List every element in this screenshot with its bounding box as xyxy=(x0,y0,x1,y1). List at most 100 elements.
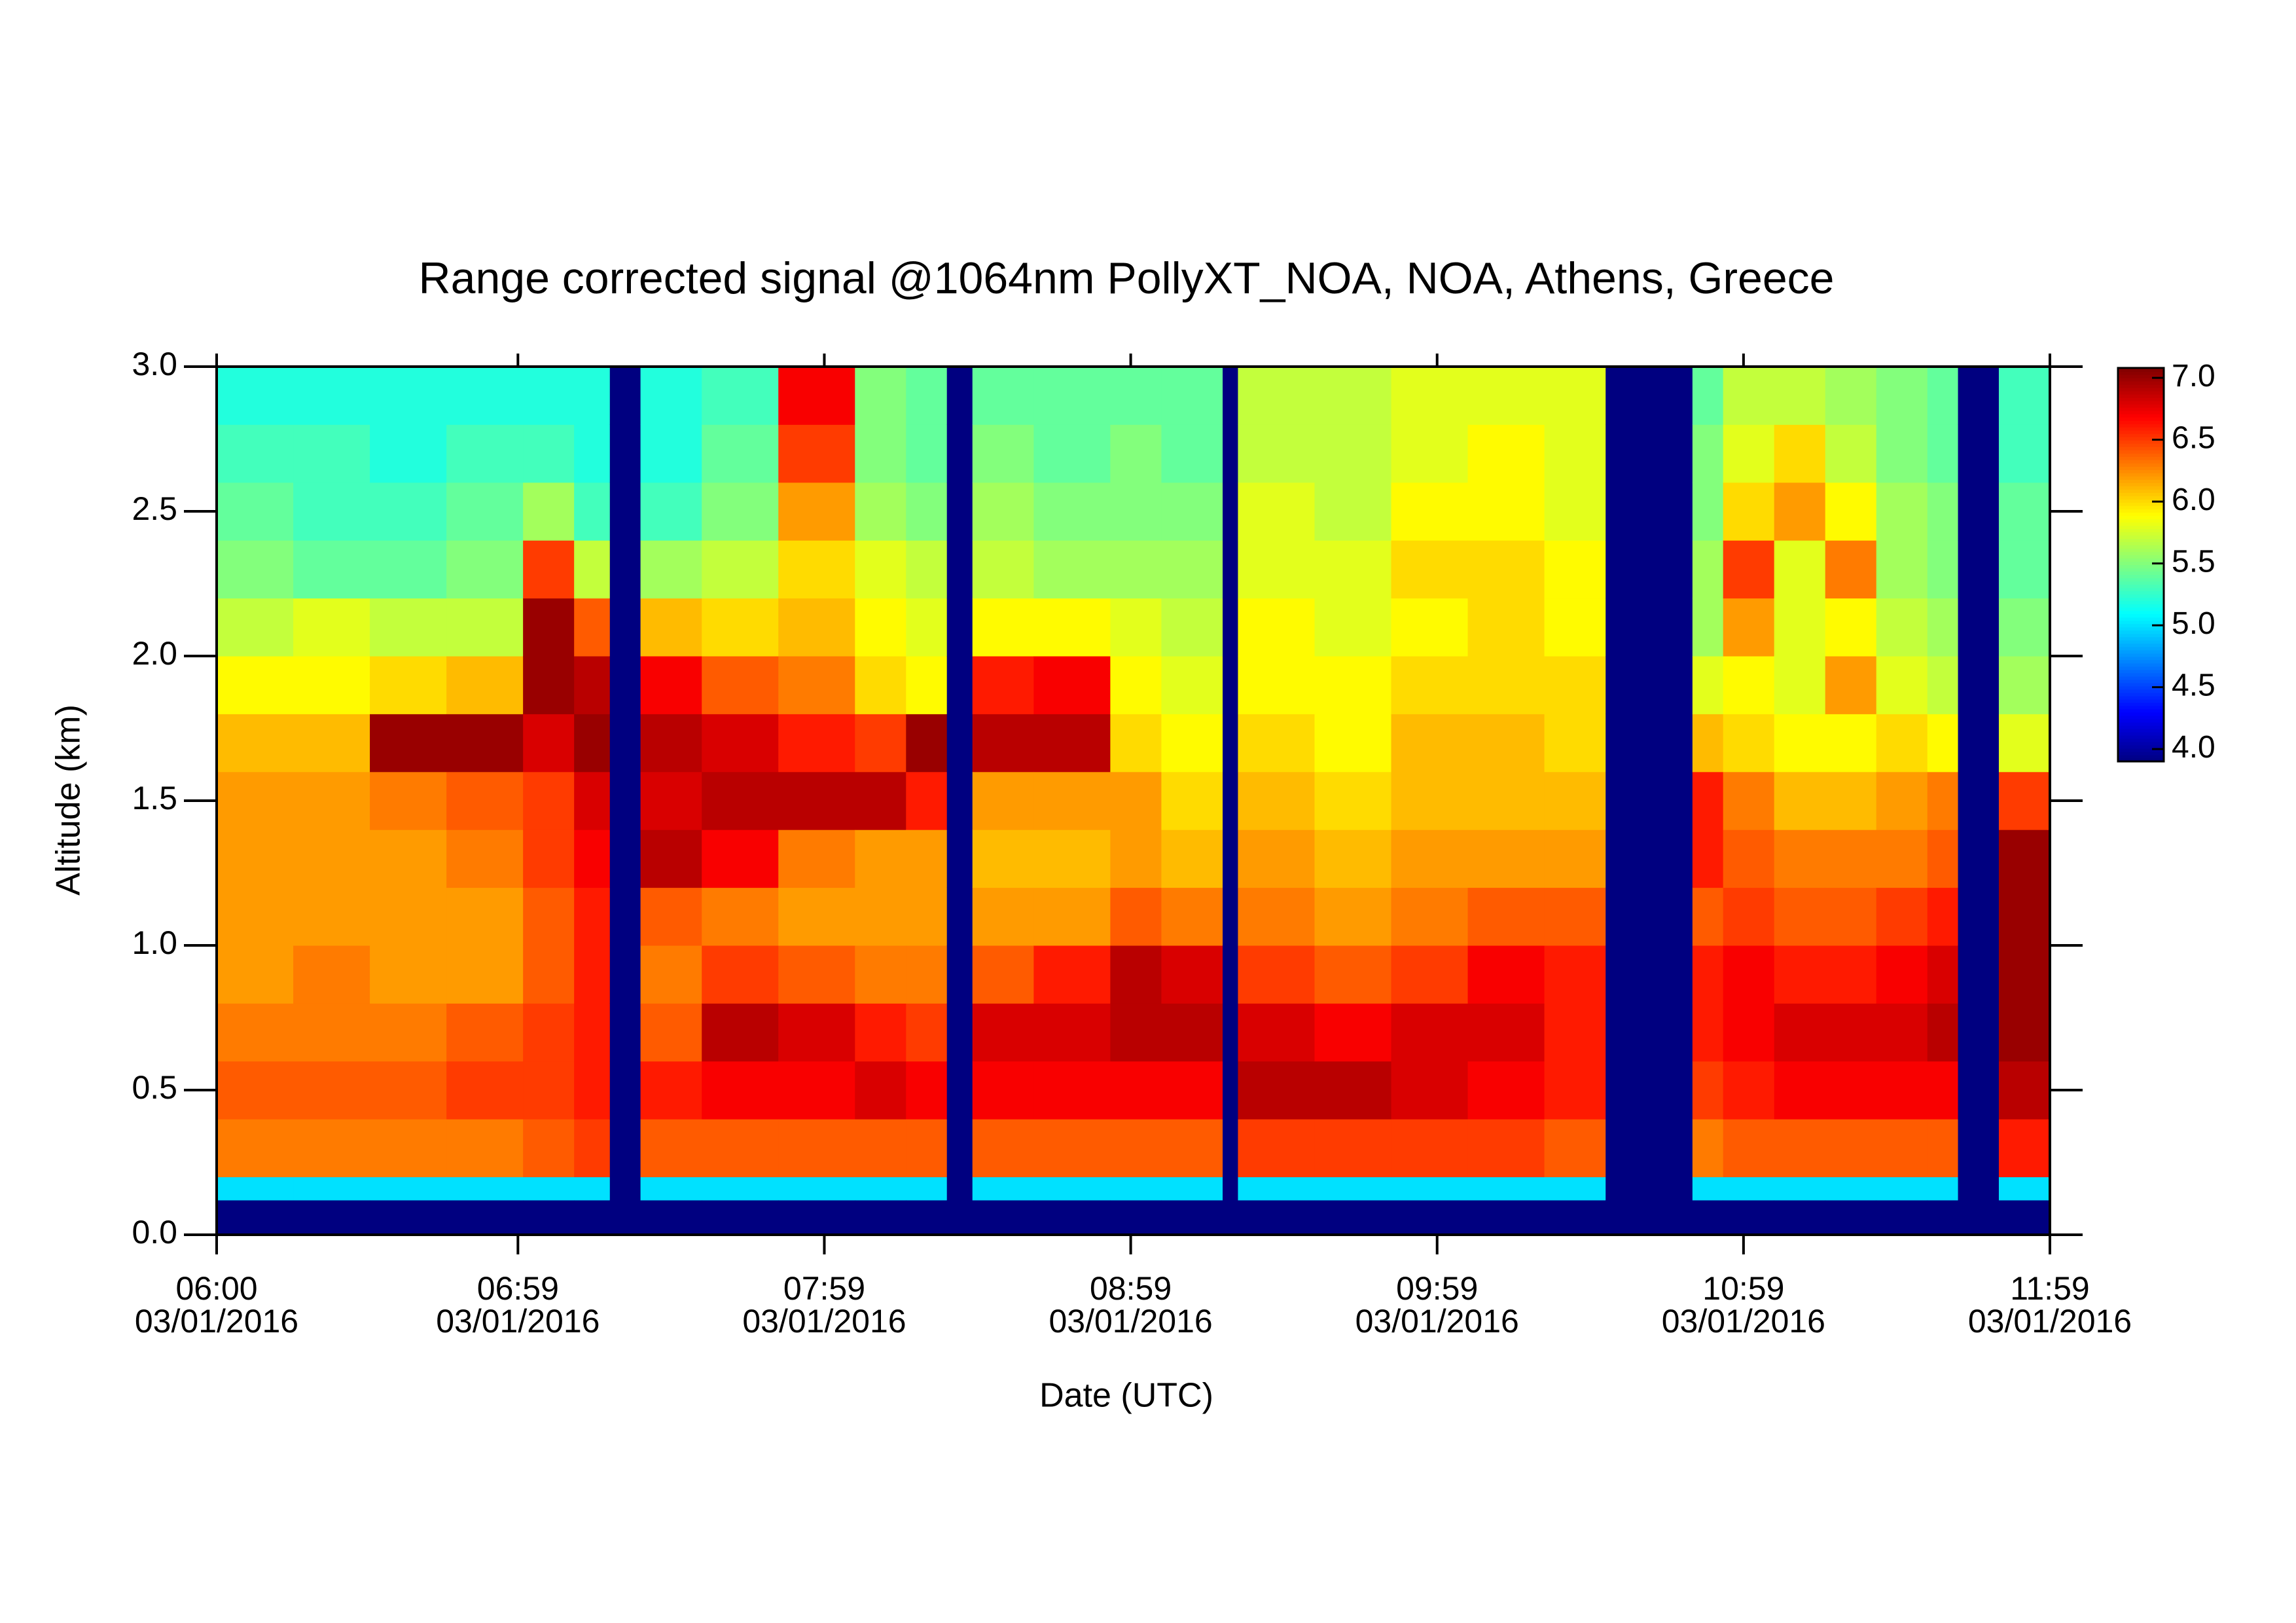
colorbar-swatch xyxy=(2118,535,2164,539)
colorbar-swatch xyxy=(2118,456,2164,460)
heatmap-cell xyxy=(1223,1199,1238,1235)
heatmap-cell xyxy=(1825,656,1877,714)
heatmap-cell xyxy=(1774,714,1826,773)
colorbar-swatch xyxy=(2118,656,2164,661)
heatmap-cell xyxy=(446,367,524,425)
colorbar-swatch xyxy=(2118,404,2164,408)
colorbar-swatch xyxy=(2118,643,2164,647)
heatmap-cell xyxy=(1958,1003,2000,1062)
colorbar-swatch xyxy=(2118,666,2164,670)
heatmap-cell xyxy=(778,1061,855,1120)
heatmap-cell xyxy=(1161,540,1223,599)
heatmap-cell xyxy=(1391,1061,1469,1120)
colorbar-swatch xyxy=(2118,574,2164,579)
heatmap-cell xyxy=(1605,540,1693,599)
heatmap-cell xyxy=(1825,887,1877,946)
colorbar-swatch xyxy=(2118,469,2164,473)
x-tick-label-date: 03/01/2016 xyxy=(1355,1303,1519,1340)
heatmap-cell xyxy=(1467,367,1545,425)
heatmap-cell xyxy=(523,367,575,425)
heatmap-cell xyxy=(523,714,575,773)
colorbar-swatch xyxy=(2118,584,2164,589)
heatmap-cell xyxy=(972,887,1034,946)
heatmap-cell xyxy=(1998,1176,2051,1201)
heatmap-cell xyxy=(1544,1119,1606,1178)
heatmap-cell xyxy=(1958,1061,2000,1120)
heatmap-cell xyxy=(1391,771,1469,830)
heatmap-cell xyxy=(1958,1176,2000,1201)
colorbar-swatch xyxy=(2118,532,2164,536)
heatmap-cell xyxy=(1544,1061,1606,1120)
heatmap-cell xyxy=(609,656,641,714)
heatmap-cell xyxy=(523,540,575,599)
heatmap-cell xyxy=(1391,1199,1469,1235)
heatmap-cell xyxy=(1825,598,1877,657)
heatmap-cell xyxy=(906,887,948,946)
colorbar-swatch xyxy=(2118,502,2164,506)
heatmap-cell xyxy=(1238,540,1315,599)
colorbar-swatch xyxy=(2118,545,2164,549)
heatmap-cell xyxy=(609,945,641,1004)
colorbar-swatch xyxy=(2118,699,2164,703)
heatmap-cell xyxy=(1723,424,1775,483)
heatmap-cell xyxy=(1110,1119,1162,1178)
heatmap-cell xyxy=(1544,771,1606,830)
heatmap-cell xyxy=(906,540,948,599)
heatmap-cell xyxy=(217,714,294,773)
colorbar-swatch xyxy=(2118,525,2164,530)
heatmap-cell xyxy=(640,1119,702,1178)
heatmap-cell xyxy=(906,945,948,1004)
x-axis-label: Date (UTC) xyxy=(1039,1377,1213,1415)
heatmap-cell xyxy=(1723,830,1775,888)
heatmap-cell xyxy=(778,656,855,714)
colorbar-swatch xyxy=(2118,627,2164,631)
colorbar-swatch xyxy=(2118,460,2164,464)
heatmap-cell xyxy=(1876,945,1928,1004)
heatmap-cell xyxy=(1467,1119,1545,1178)
heatmap-cell xyxy=(1723,656,1775,714)
heatmap-cell xyxy=(855,1003,906,1062)
heatmap-cell xyxy=(906,598,948,657)
heatmap-cell xyxy=(1876,367,1928,425)
heatmap-cell xyxy=(609,771,641,830)
colorbar-swatch xyxy=(2118,384,2164,388)
heatmap-cell xyxy=(446,1003,524,1062)
heatmap-cell xyxy=(1927,656,1959,714)
heatmap-cell xyxy=(855,367,906,425)
heatmap-cell xyxy=(1314,540,1392,599)
heatmap-cell xyxy=(523,1003,575,1062)
heatmap-cell xyxy=(1605,1176,1693,1201)
x-tick-label-time: 06:00 xyxy=(175,1270,257,1307)
colorbar-swatch xyxy=(2118,394,2164,398)
heatmap-cell xyxy=(1238,1119,1315,1178)
heatmap-cell xyxy=(1161,771,1223,830)
heatmap-cell xyxy=(523,1176,575,1201)
heatmap-cell xyxy=(1033,771,1111,830)
heatmap-cell xyxy=(778,1199,855,1235)
heatmap-cell xyxy=(1927,1176,1959,1201)
heatmap-cell xyxy=(906,1199,948,1235)
heatmap-cell xyxy=(1314,1199,1392,1235)
heatmap-cell xyxy=(1825,945,1877,1004)
heatmap-cell xyxy=(574,540,611,599)
heatmap-cell xyxy=(1692,1119,1724,1178)
heatmap-cell xyxy=(702,771,779,830)
heatmap-cell xyxy=(1774,482,1826,541)
heatmap-cell xyxy=(640,830,702,888)
heatmap-cell xyxy=(1110,1003,1162,1062)
heatmap-cell xyxy=(1391,482,1469,541)
axes: 0.00.51.01.52.02.53.006:0003/01/201606:5… xyxy=(132,346,2132,1340)
heatmap-cell xyxy=(446,1176,524,1201)
heatmap-cell xyxy=(1692,887,1724,946)
colorbar-swatch xyxy=(2118,633,2164,638)
heatmap-cell xyxy=(972,424,1034,483)
heatmap-cell xyxy=(1958,656,2000,714)
colorbar-swatch xyxy=(2118,397,2164,401)
heatmap-cell xyxy=(446,1119,524,1178)
heatmap-cell xyxy=(1110,1061,1162,1120)
heatmap-cell xyxy=(778,598,855,657)
heatmap-cell xyxy=(702,830,779,888)
heatmap-cell xyxy=(855,540,906,599)
heatmap-cell xyxy=(702,1119,779,1178)
y-tick-label: 1.5 xyxy=(132,780,177,816)
